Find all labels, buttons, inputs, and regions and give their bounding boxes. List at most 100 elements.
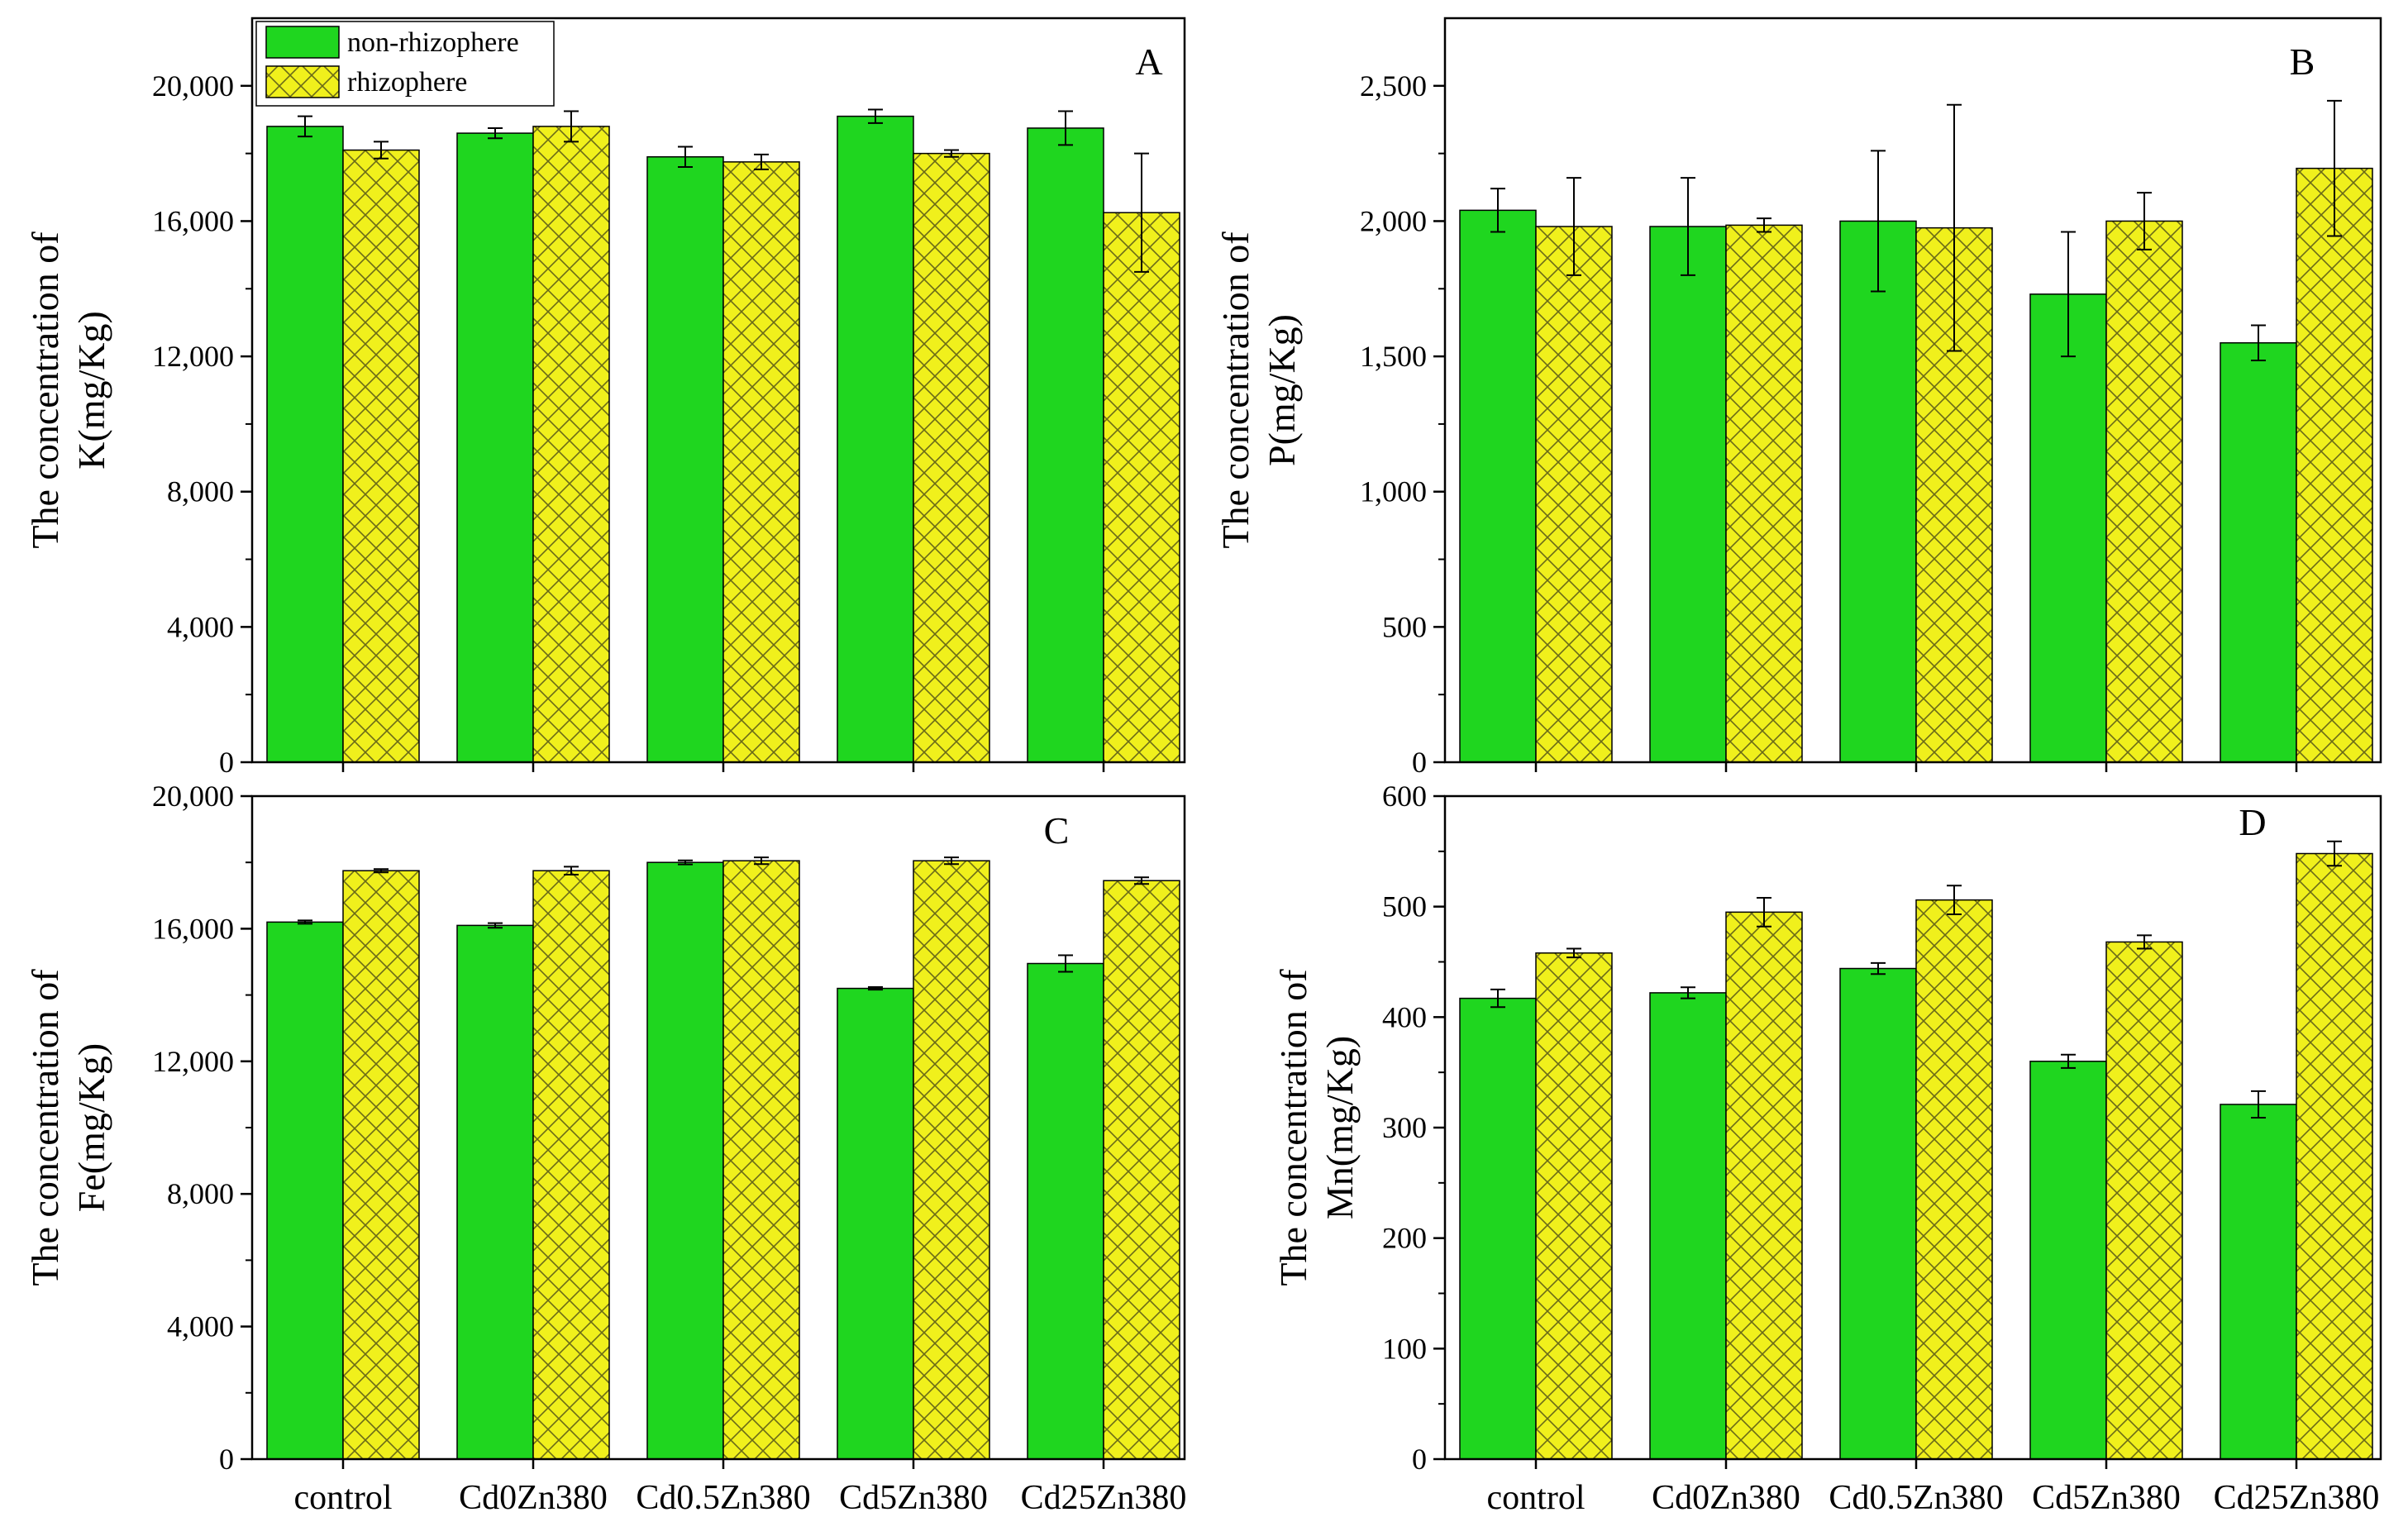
y-tick-label: 200 [1382,1222,1427,1255]
y-tick-label: 20,000 [152,69,234,103]
y-axis-label-line2: K(mg/Kg) [70,311,112,470]
bar-rhizophere-cd25zn380 [1103,212,1180,763]
y-axis-label: The concentration of P(mg/Kg) [1214,231,1303,549]
error-bar [2251,324,2266,361]
y-tick-label: 100 [1382,1332,1427,1365]
error-bar [1490,188,1505,233]
bar-rhizophere-cd0-5zn380 [722,161,800,763]
bar-rhizophere-control [342,149,420,763]
error-bar [1947,885,1962,916]
x-tick-label: Cd25Zn380 [2214,1479,2380,1517]
y-tick-label: 0 [1412,746,1427,779]
x-tick-label: Cd0Zn380 [1652,1479,1800,1517]
error-bar [754,153,769,170]
legend-label: non-rhizophere [347,27,519,58]
bar-non-rhizophere-cd0-5zn380 [1839,967,1917,1460]
error-bar [2327,840,2342,867]
y-tick-label: 400 [1382,1000,1427,1033]
bar-non-rhizophere-cd5zn380 [2029,1061,2107,1460]
y-axis-label-line2: Fe(mg/Kg) [70,1043,112,1212]
error-bar [868,108,883,124]
plot-frame [1443,17,2382,764]
bar-non-rhizophere-cd0-5zn380 [646,861,724,1460]
y-axis-label-line1: The concentration of [24,969,66,1286]
error-bar [2137,934,2152,950]
error-bar [564,110,579,143]
bar-rhizophere-cd0-5zn380 [1915,899,1993,1460]
error-bar [1566,177,1581,276]
y-tick-label: 16,000 [152,204,234,237]
error-bar [754,856,769,866]
legend-swatch-rhizophere [265,65,340,98]
error-bar [298,919,312,925]
bar-rhizophere-control [342,870,420,1460]
bar-rhizophere-control [1535,952,1613,1460]
bar-rhizophere-cd0zn380 [532,126,610,763]
bar-non-rhizophere-control [266,126,344,763]
error-bar [1566,947,1581,959]
error-bar [374,141,389,160]
bar-non-rhizophere-cd25zn380 [1027,962,1104,1460]
panel-d: 0 100 200 300 400 500 600 control Cd0Zn380 Cd0.5Z… [1272,780,2382,1517]
bar-rhizophere-cd25zn380 [1103,880,1180,1460]
error-bar [1490,988,1505,1009]
y-tick-label: 600 [1382,780,1427,813]
bar-rhizophere-cd5zn380 [2105,941,2183,1460]
error-bar [374,868,389,874]
bar-non-rhizophere-cd25zn380 [2220,341,2297,763]
y-tick-label: 2,500 [1360,69,1427,103]
bar-non-rhizophere-cd0-5zn380 [646,155,724,763]
y-tick-label: 8,000 [167,1177,234,1210]
x-tick-label: Cd0Zn380 [459,1479,608,1517]
y-tick-label: 4,000 [167,610,234,643]
error-bar [678,859,693,866]
bar-non-rhizophere-cd25zn380 [1027,127,1104,763]
y-tick-label: 2,000 [1360,204,1427,237]
y-axis-label-line1: The concentration of [1214,231,1256,549]
bar-rhizophere-cd25zn380 [2296,167,2373,763]
plot-frame [250,17,1186,764]
legend-label: rhizophere [347,67,467,98]
error-bar [1947,103,1962,352]
bar-non-rhizophere-cd0zn380 [1649,226,1727,763]
legend: non-rhizophere rhizophere [255,21,555,107]
y-tick-label: 20,000 [152,780,234,813]
error-bar [488,922,503,929]
error-bar [868,985,883,991]
bar-rhizophere-cd0zn380 [1725,911,1803,1460]
y-tick-label: 1,500 [1360,340,1427,373]
bar-rhizophere-cd0zn380 [1725,224,1803,763]
error-bar [2137,192,2152,250]
bar-rhizophere-cd5zn380 [2105,220,2183,763]
bar-rhizophere-cd25zn380 [2296,852,2373,1460]
error-bar [2251,1090,2266,1119]
y-tick-label: 12,000 [152,340,234,373]
x-tick-label: control [294,1479,393,1517]
panel-letter: B [2290,41,2315,83]
y-axis-label-line1: The concentration of [1272,969,1314,1286]
bar-non-rhizophere-control [1459,209,1537,763]
panel-c: 0 4,000 8,000 12,000 16,000 20,000 control Cd0Z… [24,780,1186,1517]
y-axis-label: The concentration of Fe(mg/Kg) [24,969,112,1286]
bar-rhizophere-cd0-5zn380 [722,860,800,1460]
bar-non-rhizophere-cd0zn380 [456,924,534,1460]
bar-non-rhizophere-cd25zn380 [2220,1104,2297,1460]
x-tick-label: Cd5Zn380 [839,1479,988,1517]
x-tick-label: Cd5Zn380 [2032,1479,2181,1517]
error-bar [564,866,579,876]
panel-b: 0 500 1,000 1,500 2,000 2,500 The concentratio… [1214,17,2382,779]
y-axis-label-line2: Mn(mg/Kg) [1318,1036,1361,1219]
x-tick-label: Cd25Zn380 [1021,1479,1187,1517]
bar-non-rhizophere-control [1459,997,1537,1460]
y-axis-label: The concentration of Mn(mg/Kg) [1272,969,1361,1286]
y-tick-label: 4,000 [167,1310,234,1343]
error-bar [488,126,503,140]
error-bar [1134,152,1149,273]
y-tick-label: 500 [1382,610,1427,643]
error-bar [1134,876,1149,885]
panel-letter: D [2239,801,2266,843]
y-tick-label: 0 [1412,1443,1427,1476]
error-bar [944,856,959,866]
y-tick-label: 500 [1382,890,1427,923]
y-tick-label: 0 [219,746,234,779]
